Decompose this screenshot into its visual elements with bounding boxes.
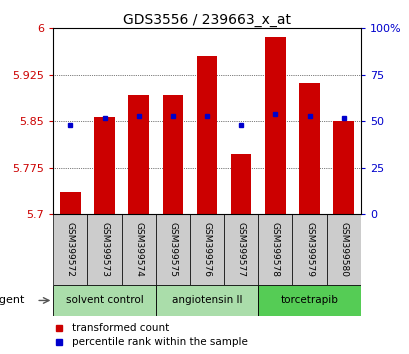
Text: transformed count: transformed count — [72, 323, 169, 333]
Text: percentile rank within the sample: percentile rank within the sample — [72, 337, 247, 347]
Text: solvent control: solvent control — [65, 296, 143, 306]
Text: GSM399579: GSM399579 — [304, 222, 313, 277]
Bar — [265, 37, 285, 214]
Bar — [60, 193, 81, 214]
Text: GSM399574: GSM399574 — [134, 222, 143, 277]
Bar — [155, 214, 189, 285]
Bar — [53, 285, 155, 316]
Text: GSM399580: GSM399580 — [338, 222, 347, 277]
Text: GSM399578: GSM399578 — [270, 222, 279, 277]
Bar — [162, 95, 183, 214]
Bar — [258, 285, 360, 316]
Text: GSM399573: GSM399573 — [100, 222, 109, 277]
Bar — [333, 121, 353, 214]
Bar — [87, 214, 121, 285]
Bar — [155, 285, 258, 316]
Bar — [258, 214, 292, 285]
Text: GSM399576: GSM399576 — [202, 222, 211, 277]
Bar — [189, 214, 224, 285]
Text: angiotensin II: angiotensin II — [171, 296, 242, 306]
Bar — [224, 214, 258, 285]
Text: GSM399575: GSM399575 — [168, 222, 177, 277]
Text: GSM399577: GSM399577 — [236, 222, 245, 277]
Text: agent: agent — [0, 296, 24, 306]
Bar — [196, 56, 217, 214]
Bar — [230, 154, 251, 214]
Bar — [121, 214, 155, 285]
Text: GSM399572: GSM399572 — [66, 222, 75, 277]
Title: GDS3556 / 239663_x_at: GDS3556 / 239663_x_at — [123, 13, 290, 27]
Text: torcetrapib: torcetrapib — [280, 296, 338, 306]
Bar — [326, 214, 360, 285]
Bar — [94, 117, 115, 214]
Bar — [128, 95, 148, 214]
Bar — [292, 214, 326, 285]
Bar — [299, 83, 319, 214]
Bar — [53, 214, 87, 285]
